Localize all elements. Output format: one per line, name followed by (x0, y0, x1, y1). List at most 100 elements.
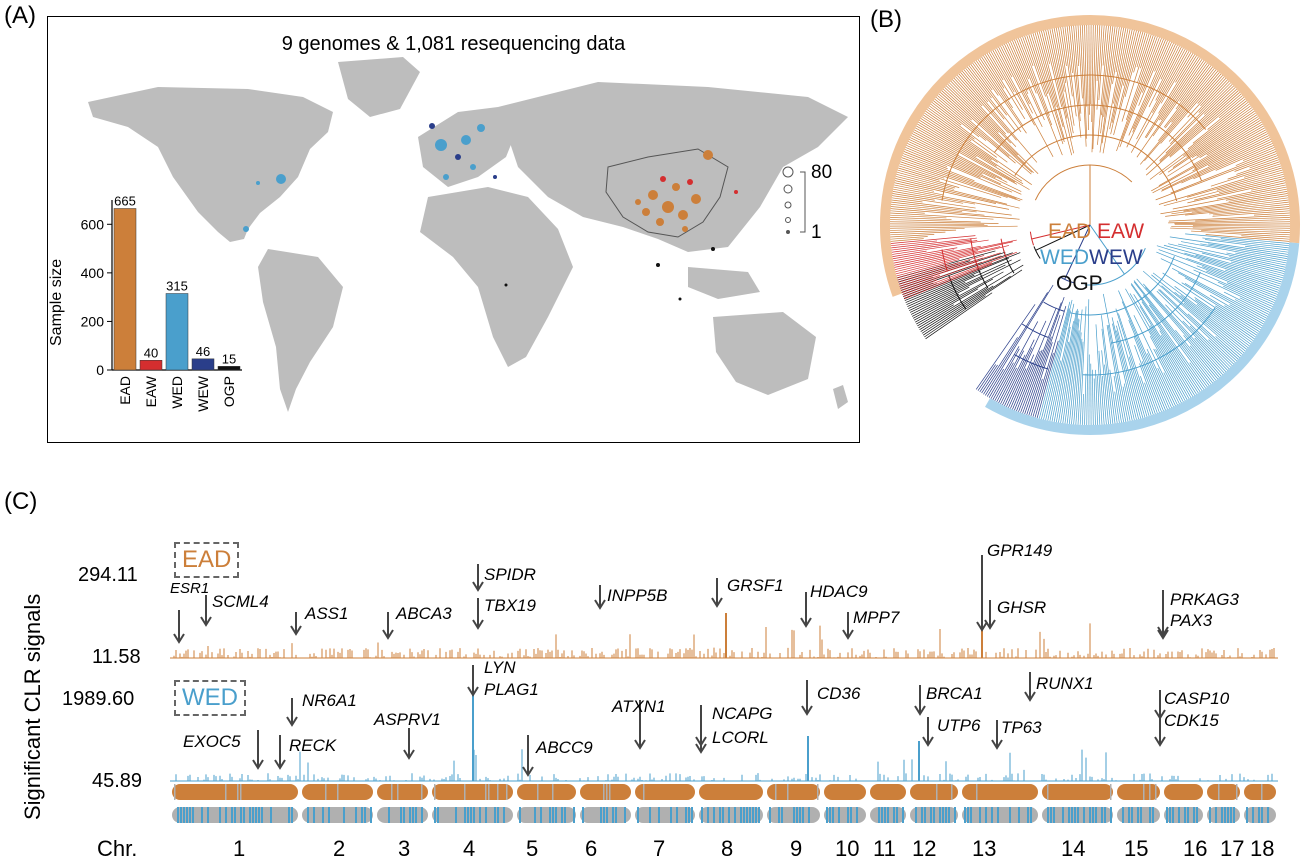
bar-category-label: OGP (221, 376, 237, 407)
chr-bar-wed (432, 807, 513, 823)
bar-category-label: WEW (195, 375, 211, 412)
bar-value-label: 46 (196, 344, 210, 359)
chr-bar-wed (824, 807, 866, 823)
legend-ogp: OGP (1056, 272, 1103, 295)
chr-bar-wed (580, 807, 631, 823)
chr-bar-wed (1207, 807, 1240, 823)
gene-ghsr: GHSR (997, 598, 1047, 617)
gene-lyn: LYN (484, 658, 516, 677)
chr-bar-ead (1117, 784, 1160, 800)
chr-bar-wed (377, 807, 428, 823)
chr-label-7: 7 (653, 836, 666, 861)
chr-label-15: 15 (1124, 836, 1149, 861)
gene-mpp7: MPP7 (853, 608, 900, 627)
bar-value-label: 665 (114, 194, 136, 209)
chr-label-5: 5 (526, 836, 539, 861)
chr-label-2: 2 (333, 836, 346, 861)
wed-ymax: 1989.60 (62, 688, 135, 710)
gene-casp10: CASP10 (1164, 689, 1230, 708)
gene-ncapg: NCAPG (712, 704, 773, 723)
chr-bar-wed (962, 807, 1038, 823)
gene-tbx19: TBX19 (484, 596, 536, 615)
gene-brca1: BRCA1 (926, 684, 983, 703)
bar-wew (191, 358, 215, 371)
gene-runx1: RUNX1 (1036, 674, 1094, 693)
chr-label-13: 13 (972, 836, 997, 861)
sample-size-bar-chart: 0 200 400 600 665 EAD 40 EAW 315 WED 46 WEW 15 OGP (81, 194, 242, 412)
legend-eaw: EAW (1097, 220, 1145, 243)
world-map (88, 57, 848, 412)
bar-ytick: 200 (81, 313, 105, 329)
bar-ylabel: Sample size (48, 258, 65, 346)
chr-bar-ead (910, 784, 958, 800)
chr-label-9: 9 (790, 836, 803, 861)
legend-ead: EAD (1048, 220, 1092, 243)
chr-bar-ead (580, 784, 631, 800)
gene-nr6a1: NR6A1 (302, 691, 357, 710)
clr-manhattan-plot (170, 555, 1278, 823)
bar-value-label: 315 (166, 279, 188, 294)
bar-ytick: 0 (96, 362, 104, 378)
chr-label-6: 6 (585, 836, 598, 861)
gene-inpp5b: INPP5B (607, 586, 668, 605)
bar-ytick: 600 (81, 216, 105, 232)
chr-bar-ead (377, 784, 428, 800)
chr-label-1: 1 (233, 836, 246, 861)
bar-value-label: 40 (144, 345, 158, 360)
chr-label-10: 10 (835, 836, 860, 861)
chr-bar-ead (1244, 784, 1276, 800)
chr-label-8: 8 (721, 836, 734, 861)
panel-label-a: (A) (4, 2, 36, 29)
wed-tag: WED (174, 680, 246, 716)
chr-axis-label: Chr. (97, 836, 138, 861)
gene-ass1: ASS1 (305, 604, 349, 623)
gene-cdk15: CDK15 (1164, 711, 1219, 730)
panel-label-c: (C) (4, 488, 38, 515)
chr-bar-ead (699, 784, 763, 800)
bar-value-label: 15 (222, 351, 236, 366)
chr-bar-ead (1164, 784, 1203, 800)
chr-label-17: 17 (1220, 836, 1245, 861)
gene-gpr149: GPR149 (987, 541, 1053, 560)
gene-reck: RECK (289, 736, 337, 755)
chr-label-16: 16 (1183, 836, 1208, 861)
wed-ymin: 45.89 (92, 770, 143, 792)
gene-prkag3: PRKAG3 (1170, 590, 1239, 609)
chr-bar-ead (1207, 784, 1240, 800)
chr-bar-ead (824, 784, 866, 800)
legend-wew: WEW (1089, 246, 1143, 269)
gene-exoc5: EXOC5 (183, 732, 241, 751)
gene-pax3: PAX3 (1170, 611, 1213, 630)
gene-spidr: SPIDR (484, 565, 536, 584)
chr-bar-ead (767, 784, 820, 800)
gene-lcorl: LCORL (712, 728, 769, 747)
gene-tp63: TP63 (1001, 718, 1042, 737)
chr-label-3: 3 (398, 836, 411, 861)
bar-category-label: EAD (117, 376, 133, 405)
chr-bar-ead (1042, 784, 1113, 800)
ead-ymin: 11.58 (92, 646, 141, 668)
chr-label-18: 18 (1250, 836, 1275, 861)
gene-esr1: ESR1 (170, 580, 210, 597)
chr-bar-ead (962, 784, 1038, 800)
gene-abcc9: ABCC9 (536, 738, 593, 757)
bar-ogp (217, 366, 241, 371)
gene-asprv1: ASPRV1 (374, 710, 441, 729)
map-title: 9 genomes & 1,081 resequencing data (281, 33, 626, 55)
chr-bar-ead (432, 784, 513, 800)
gene-scml4: SCML4 (212, 592, 269, 611)
gene-plag1: PLAG1 (484, 680, 539, 699)
panel-label-b: (B) (870, 6, 902, 33)
gene-hdac9: HDAC9 (810, 582, 868, 601)
chr-bar-wed (517, 807, 576, 823)
chr-bar-ead (517, 784, 576, 800)
bar-eaw (139, 360, 163, 371)
size-legend-max: 80 (811, 162, 833, 183)
phylogenetic-tree (880, 15, 1300, 435)
gene-grsf1: GRSF1 (727, 576, 784, 595)
ead-ymax: 294.11 (78, 564, 138, 586)
chr-label-11: 11 (873, 836, 896, 861)
gene-abca3: ABCA3 (396, 604, 452, 623)
chr-label-4: 4 (463, 836, 476, 861)
ead-tag: EAD (174, 542, 240, 578)
